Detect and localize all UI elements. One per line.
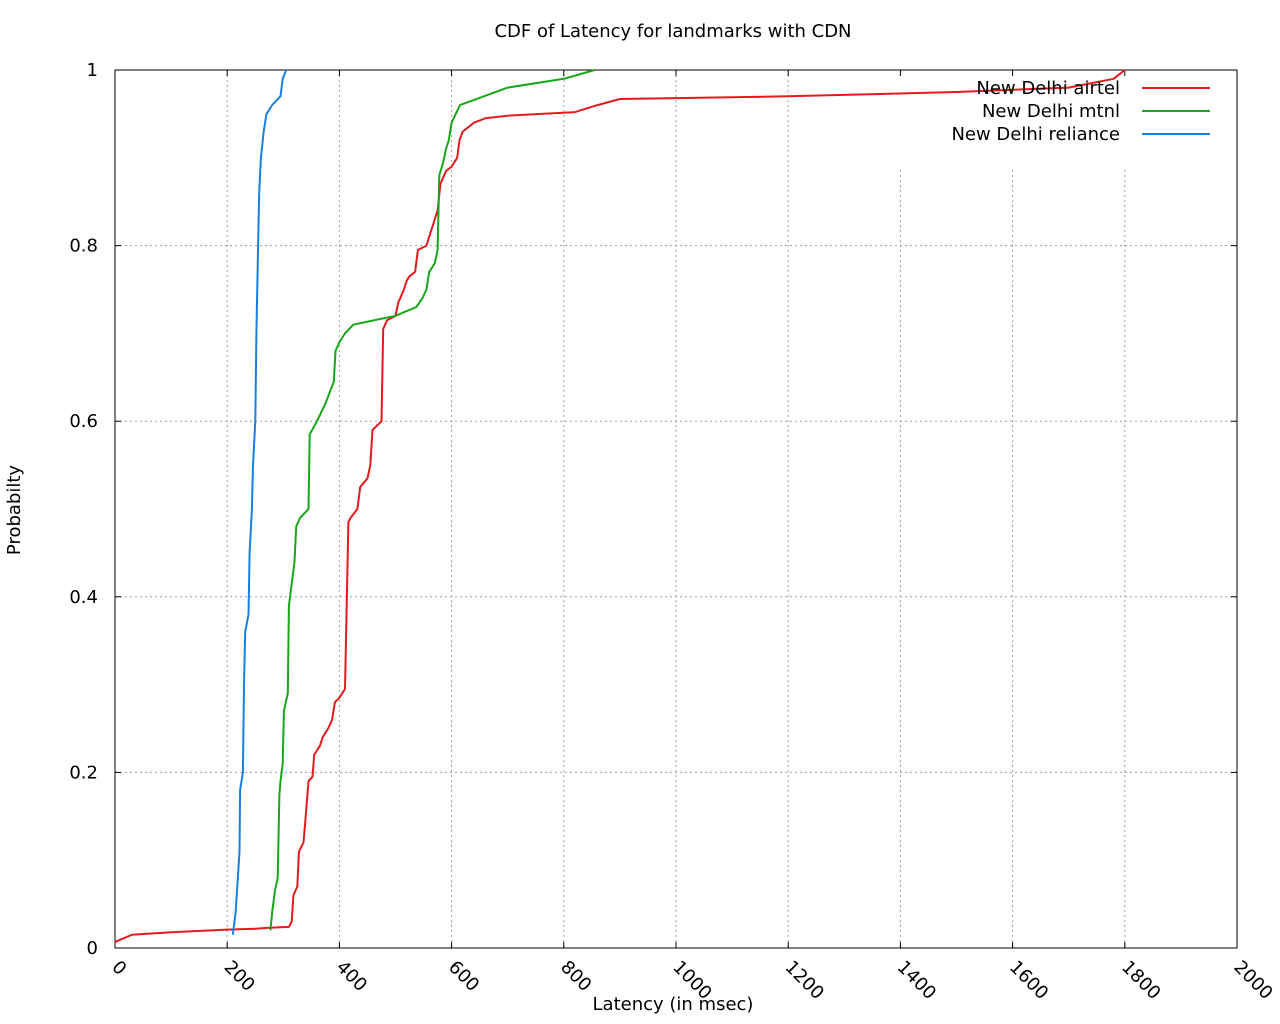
x-tick-label: 600 bbox=[444, 957, 483, 996]
grid bbox=[115, 70, 1237, 948]
x-axis-title: Latency (in msec) bbox=[593, 994, 754, 1015]
series-line-new-delhi-airtel bbox=[114, 69, 1126, 943]
x-tick-label: 1800 bbox=[1117, 957, 1164, 1004]
y-tick-label: 0.4 bbox=[69, 587, 98, 608]
legend-label-new-delhi-mtnl: New Delhi mtnl bbox=[982, 101, 1120, 122]
x-tick-label: 200 bbox=[220, 957, 259, 996]
chart-title: CDF of Latency for landmarks with CDN bbox=[494, 21, 851, 42]
x-tick-label: 2000 bbox=[1229, 957, 1276, 1004]
y-tick-label: 0 bbox=[87, 938, 98, 959]
series-line-new-delhi-reliance bbox=[231, 69, 288, 935]
x-tick-label: 1600 bbox=[1005, 957, 1052, 1004]
legend-label-new-delhi-airtel: New Delhi airtel bbox=[976, 78, 1120, 99]
x-tick-label: 400 bbox=[332, 957, 371, 996]
series-line-new-delhi-mtnl bbox=[269, 69, 595, 931]
x-tick-label: 800 bbox=[556, 957, 595, 996]
data-series bbox=[114, 69, 1126, 943]
y-tick-label: 1 bbox=[87, 60, 98, 81]
y-axis-title: Probabilty bbox=[4, 465, 25, 555]
y-tick-label: 0.2 bbox=[69, 762, 98, 783]
y-tick-label: 0.6 bbox=[69, 411, 98, 432]
legend-label-new-delhi-reliance: New Delhi reliance bbox=[951, 124, 1120, 145]
x-tick-label: 1200 bbox=[781, 957, 828, 1004]
x-tick-label: 0 bbox=[107, 957, 130, 980]
x-tick-label: 1400 bbox=[893, 957, 940, 1004]
y-tick-label: 0.8 bbox=[69, 236, 98, 257]
